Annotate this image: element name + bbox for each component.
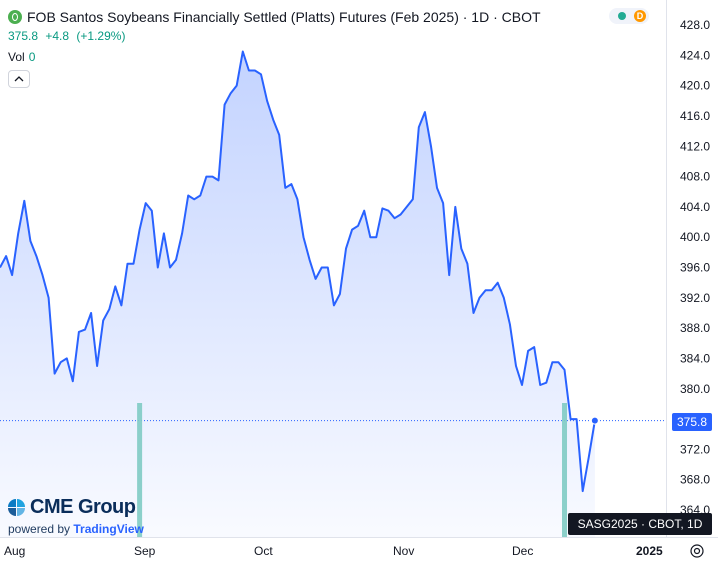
chart-title[interactable]: FOB Santos Soybeans Financially Settled …	[27, 9, 541, 25]
y-tick-label: 416.0	[680, 109, 710, 123]
x-tick-label: 2025	[636, 544, 663, 558]
y-tick-label: 380.0	[680, 382, 710, 396]
y-tick-label: 400.0	[680, 230, 710, 244]
powered-by: powered by TradingView	[8, 522, 144, 536]
volume-value: 0	[29, 50, 36, 64]
x-tick-label: Dec	[512, 544, 533, 558]
price-change: +4.8	[45, 29, 69, 43]
y-tick-label: 420.0	[680, 79, 710, 93]
chevron-up-icon	[9, 71, 29, 87]
tradingview-link[interactable]: TradingView	[73, 522, 143, 536]
price-change-pct: (+1.29%)	[76, 29, 125, 43]
exchange-logo-icon	[8, 10, 22, 24]
market-open-icon	[618, 12, 626, 20]
y-tick-label: 424.0	[680, 48, 710, 62]
delayed-data-badge: D	[634, 10, 646, 22]
chart-settings-button[interactable]	[686, 541, 708, 561]
price-area-fill	[0, 52, 595, 538]
y-tick-label: 404.0	[680, 200, 710, 214]
y-tick-label: 368.0	[680, 473, 710, 487]
market-status-pill[interactable]: D	[609, 8, 649, 24]
y-tick-label: 372.0	[680, 442, 710, 456]
y-tick-label: 388.0	[680, 321, 710, 335]
legend: FOB Santos Soybeans Financially Settled …	[8, 7, 541, 64]
y-tick-label: 384.0	[680, 351, 710, 365]
last-price-dot	[591, 417, 598, 424]
volume-label: Vol	[8, 50, 25, 64]
volume-bar	[562, 403, 567, 537]
symbol-tooltip: SASG2025 · CBOT, 1D	[568, 513, 712, 535]
last-price: 375.8	[8, 29, 38, 43]
last-price-badge: 375.8	[672, 413, 712, 431]
y-tick-label: 392.0	[680, 291, 710, 305]
gear-icon	[686, 541, 708, 561]
price-summary: 375.8 +4.8 (+1.29%)	[8, 29, 541, 43]
y-tick-label: 408.0	[680, 170, 710, 184]
collapse-legend-button[interactable]	[8, 70, 30, 88]
x-tick-label: Sep	[134, 544, 156, 558]
x-tick-label: Nov	[393, 544, 414, 558]
cme-logo-icon	[8, 499, 26, 517]
y-tick-label: 428.0	[680, 18, 710, 32]
cme-branding[interactable]: CME Group powered by TradingView	[8, 496, 144, 536]
x-tick-label: Aug	[4, 544, 25, 558]
x-tick-label: Oct	[254, 544, 273, 558]
cme-name: CME Group	[30, 496, 136, 519]
volume-legend: Vol 0	[8, 50, 541, 64]
y-tick-label: 396.0	[680, 261, 710, 275]
y-tick-label: 412.0	[680, 139, 710, 153]
